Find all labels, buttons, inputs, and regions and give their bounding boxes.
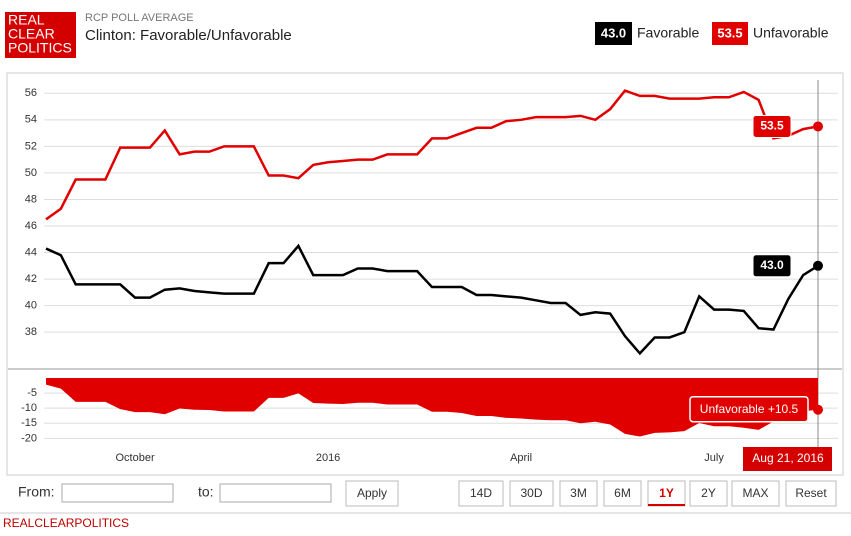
button-label: MAX <box>742 486 768 500</box>
to-input[interactable] <box>219 483 332 503</box>
legend-value-box <box>595 22 632 45</box>
y2-tick-label: -5 <box>27 387 37 399</box>
footer: REALCLEARPOLITICS <box>3 516 129 530</box>
button-label: Reset <box>795 486 827 500</box>
logo-line: REAL <box>8 12 45 28</box>
legend-value: 53.5 <box>717 25 742 40</box>
button-label: 30D <box>520 486 542 500</box>
button-label: 3M <box>570 486 587 500</box>
series-line <box>45 243 819 356</box>
logo-line: POLITICS <box>8 40 72 56</box>
end-marker <box>813 404 823 415</box>
y2-tick-label: -20 <box>21 432 37 444</box>
button[interactable] <box>785 480 837 507</box>
y-tick-label: 44 <box>25 246 37 258</box>
legend-value-box <box>712 22 748 45</box>
from-input[interactable] <box>61 483 174 503</box>
from-label: From: <box>18 484 55 500</box>
button[interactable] <box>345 480 399 507</box>
end-marker <box>813 121 823 132</box>
value-label: Unfavorable +10.5 <box>700 402 799 416</box>
y-tick-label: 38 <box>25 326 37 338</box>
logo-box <box>5 12 76 58</box>
y-tick-label: 46 <box>25 220 37 232</box>
button[interactable] <box>603 480 642 507</box>
button-label: 1Y <box>659 486 674 500</box>
y-tick-label: 40 <box>25 300 37 312</box>
series-line <box>45 89 819 221</box>
y-tick-label: 42 <box>25 273 37 285</box>
to-label: to: <box>198 484 214 500</box>
button-label: Apply <box>357 486 387 500</box>
cursor-date: Aug 21, 2016 <box>752 451 824 465</box>
button[interactable] <box>559 480 598 507</box>
button-label: 14D <box>470 486 492 500</box>
cursor-flag <box>743 447 832 471</box>
value-label: 43.0 <box>760 258 784 272</box>
button-label: 2Y <box>701 486 716 500</box>
y2-tick-label: -15 <box>21 417 37 429</box>
legend-value: 43.0 <box>601 25 626 40</box>
x-tick-label: July <box>704 452 724 464</box>
x-tick-label: October <box>116 452 155 464</box>
button[interactable] <box>689 480 728 507</box>
button-label: 6M <box>614 486 631 500</box>
y-tick-label: 52 <box>25 140 37 152</box>
button[interactable] <box>731 480 780 507</box>
x-tick-label: April <box>510 452 532 464</box>
logo-line: CLEAR <box>8 26 55 42</box>
value-label-box <box>752 114 792 138</box>
value-label-box <box>752 254 792 278</box>
y-tick-label: 48 <box>25 193 37 205</box>
spread-area <box>46 378 818 437</box>
button[interactable] <box>647 480 686 507</box>
y-tick-label: 54 <box>25 114 37 126</box>
y-tick-label: 56 <box>25 87 37 99</box>
x-tick-label: 2016 <box>316 452 340 464</box>
button[interactable] <box>458 480 504 507</box>
value-label: 53.5 <box>760 119 784 133</box>
kicker: RCP POLL AVERAGE <box>85 12 194 24</box>
value-label-box <box>689 395 809 423</box>
chart-title: Clinton: Favorable/Unfavorable <box>85 27 292 44</box>
y-tick-label: 50 <box>25 167 37 179</box>
end-marker <box>813 260 823 271</box>
button[interactable] <box>509 480 554 507</box>
legend-label: Unfavorable <box>753 25 829 41</box>
legend-label: Favorable <box>637 25 699 41</box>
y2-tick-label: -10 <box>21 402 37 414</box>
